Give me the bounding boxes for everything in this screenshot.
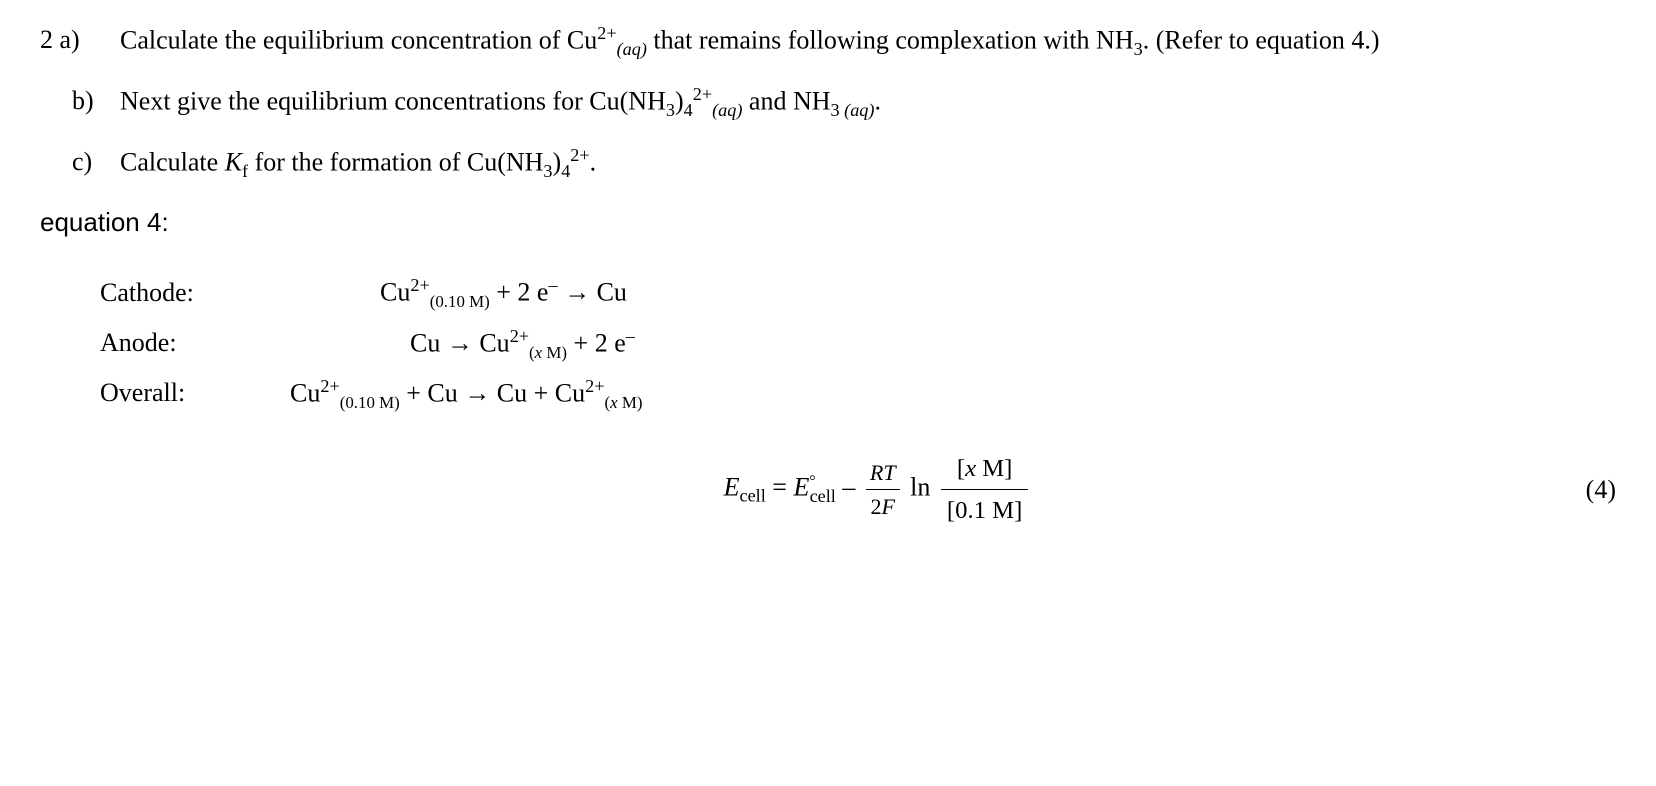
rt-over-2f-fraction: RT2F (866, 456, 900, 523)
nernst-equation: Ecell = E°cell – RT2F ln [x M][0.1 M] (100, 450, 1556, 529)
equation-number: (4) (1556, 470, 1616, 509)
problem-part-b: b) Next give the equilibrium concentrati… (40, 81, 1616, 124)
text-segment: . (874, 87, 881, 116)
subscript: (x M) (529, 342, 567, 361)
text-segment: . (Refer to equation 4.) (1143, 26, 1380, 55)
anode-equation: Cu → Cu2+(x M) + 2 e– (280, 323, 1616, 365)
subscript: 4 (684, 100, 693, 120)
part-b-label: b) (40, 81, 120, 124)
sub-m: M) (542, 342, 567, 361)
equation-4-label: equation 4: (40, 203, 1616, 242)
text-segment: Next give the equilibrium concentrations… (120, 87, 666, 116)
superscript: – (626, 326, 635, 346)
superscript: 2+ (410, 275, 429, 295)
subscript: 3 (543, 161, 552, 181)
superscript: 2+ (693, 84, 712, 104)
x-variable: x (965, 455, 976, 482)
part-c-text: Calculate Kf for the formation of Cu(NH3… (120, 142, 1616, 185)
fraction-denominator: [0.1 M] (941, 490, 1028, 529)
part-b-text: Next give the equilibrium concentrations… (120, 81, 1616, 124)
subscript: cell (810, 486, 836, 506)
problem-part-a: 2 a) Calculate the equilibrium concentra… (40, 20, 1616, 63)
subscript: (aq) (617, 39, 647, 59)
m-bracket: M] (976, 455, 1012, 482)
text-segment: Cu → Cu (410, 328, 510, 357)
equations-block: Cathode: Cu2+(0.10 M) + 2 e– → Cu Anode:… (100, 272, 1616, 529)
subscript: (x M) (604, 393, 642, 412)
sub-m: M) (618, 393, 643, 412)
text-segment: → Cu (558, 278, 627, 307)
fraction-numerator: RT (866, 456, 900, 490)
fraction-numerator: [x M] (941, 450, 1028, 490)
subscript: 3 (1134, 39, 1143, 59)
superscript: 2+ (510, 326, 529, 346)
cathode-row: Cathode: Cu2+(0.10 M) + 2 e– → Cu (100, 272, 1616, 314)
text-segment: ) (675, 87, 684, 116)
bracket-open: [ (957, 455, 965, 482)
variable-k: K (225, 148, 242, 177)
superscript: 2+ (320, 376, 339, 396)
subscript: 3 (831, 100, 845, 120)
text-segment: that remains following complexation with… (647, 26, 1134, 55)
problem-part-c: c) Calculate Kf for the formation of Cu(… (40, 142, 1616, 185)
part-a-label: 2 a) (40, 20, 120, 63)
overall-label: Overall: (100, 373, 280, 412)
subscript: cell (740, 486, 766, 506)
subscript: 3 (666, 100, 675, 120)
text-segment: . (590, 148, 597, 177)
superscript: 2+ (585, 376, 604, 396)
e-variable: E (793, 473, 809, 502)
minus-sign: – (836, 473, 862, 502)
part-a-text: Calculate the equilibrium concentration … (120, 20, 1616, 63)
subscript: (aq) (712, 100, 742, 120)
text-segment: for the formation of Cu(NH (248, 148, 543, 177)
cathode-label: Cathode: (100, 273, 280, 312)
overall-equation: Cu2+(0.10 M) + Cu → Cu + Cu2+(x M) (280, 373, 1616, 415)
anode-row: Anode: Cu → Cu2+(x M) + 2 e– (100, 323, 1616, 365)
e-variable: E (724, 473, 740, 502)
anode-label: Anode: (100, 323, 280, 362)
text-segment: + Cu → Cu + Cu (400, 378, 585, 407)
subscript: (aq) (844, 100, 874, 120)
overall-row: Overall: Cu2+(0.10 M) + Cu → Cu + Cu2+(x… (100, 373, 1616, 415)
text-segment: and NH (742, 87, 830, 116)
text-segment: Calculate the equilibrium concentration … (120, 26, 597, 55)
text-segment: ) (553, 148, 562, 177)
text-segment: + 2 e (490, 278, 549, 307)
subscript: (0.10 M) (430, 292, 490, 311)
text-segment: Calculate (120, 148, 225, 177)
concentration-fraction: [x M][0.1 M] (941, 450, 1028, 529)
superscript: 2+ (570, 145, 589, 165)
text-segment: Cu (380, 278, 410, 307)
part-c-label: c) (40, 142, 120, 185)
superscript: – (548, 275, 557, 295)
fraction-denominator: 2F (866, 490, 900, 523)
ln-text: ln (904, 473, 937, 502)
subscript: 4 (561, 161, 570, 181)
equals-sign: = (766, 473, 794, 502)
text-segment: + 2 e (567, 328, 626, 357)
superscript: 2+ (597, 23, 616, 43)
nernst-row: Ecell = E°cell – RT2F ln [x M][0.1 M] (4… (100, 450, 1616, 529)
text-segment: Cu (290, 378, 320, 407)
x-variable: x (610, 393, 618, 412)
subscript: (0.10 M) (340, 393, 400, 412)
cathode-equation: Cu2+(0.10 M) + 2 e– → Cu (280, 272, 1616, 314)
